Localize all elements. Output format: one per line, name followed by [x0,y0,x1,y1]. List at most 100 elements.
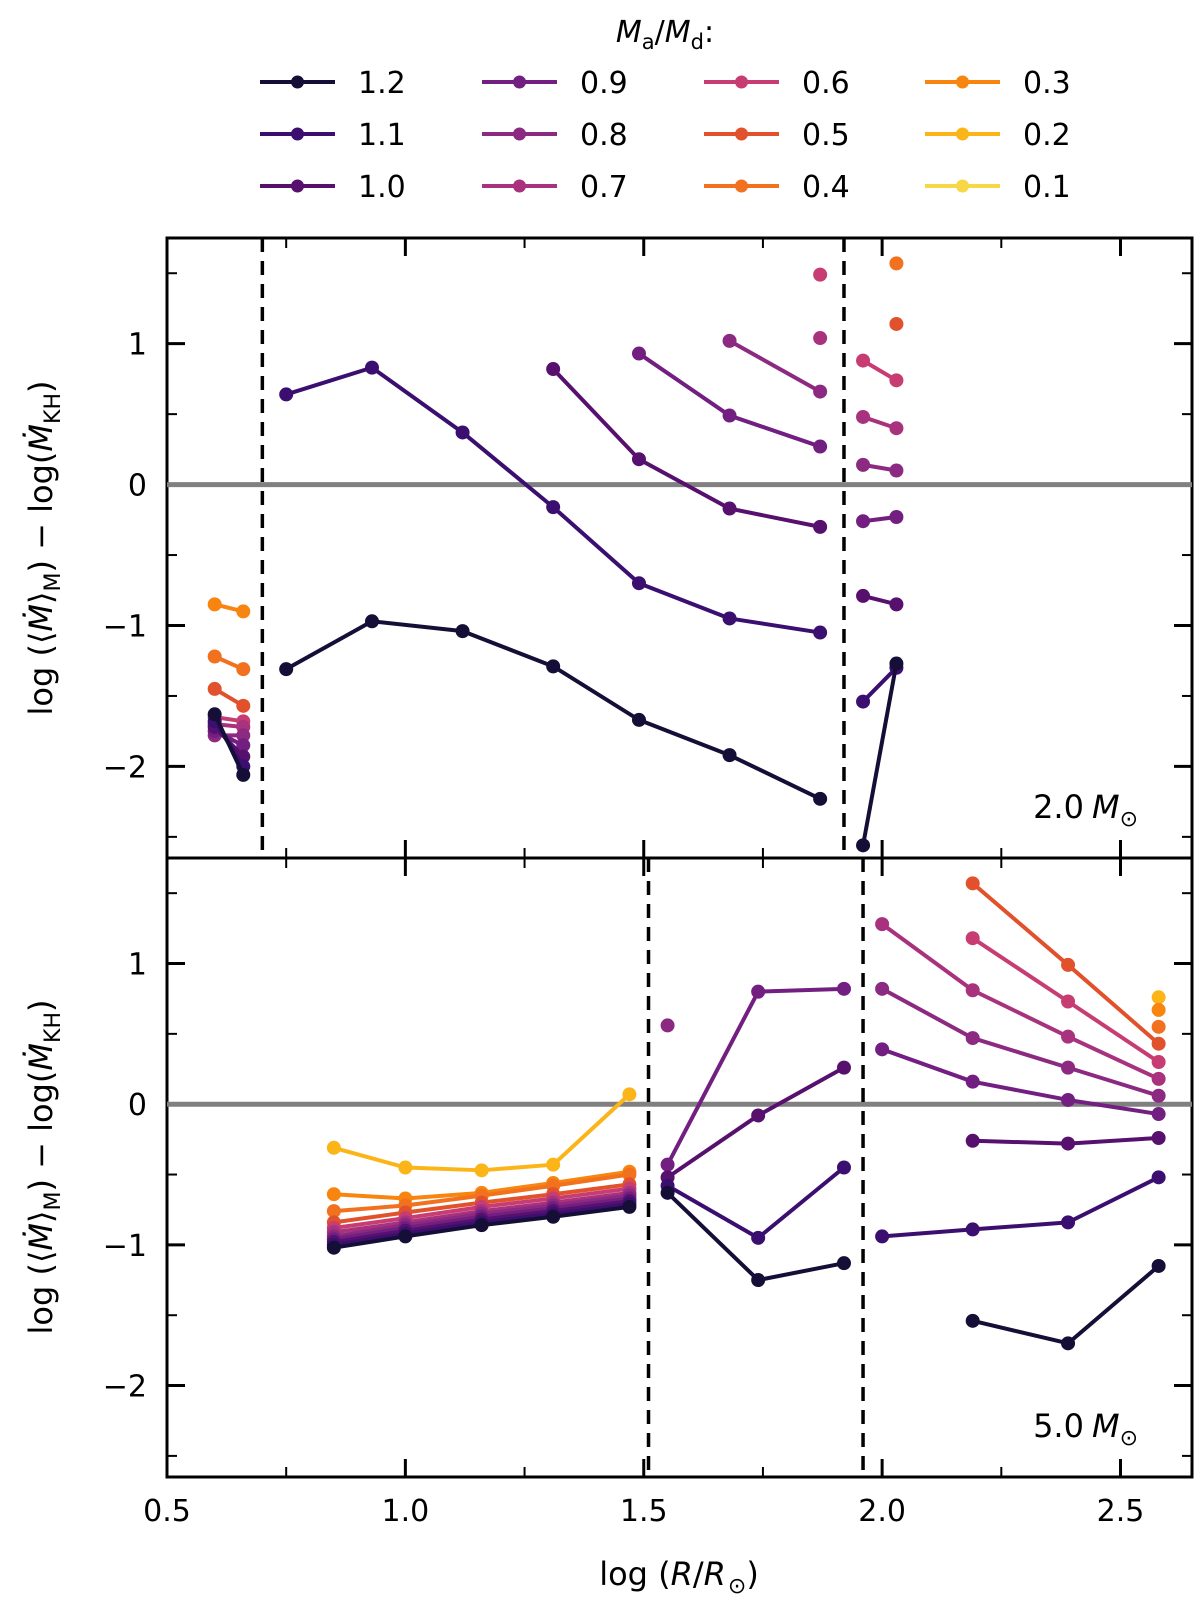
series-1_2 [856,656,904,853]
data-point [856,409,871,424]
series-0_7 [875,917,1166,1086]
data-point [236,662,251,677]
series-line [881,1175,1160,1239]
series-line [666,1165,846,1240]
y-tick-label: −2 [103,1370,147,1405]
legend-label: 0.5 [802,118,850,153]
data-point [722,748,737,763]
x-axis-label: log (R/R⊙) [599,1555,759,1599]
data-point [326,1240,341,1255]
series-line [285,619,822,801]
y-tick-label: −1 [103,1229,147,1264]
data-point [856,514,871,529]
data-point [622,1167,637,1182]
data-point [889,597,904,612]
series-line [880,922,1160,1081]
data-point [474,1163,489,1178]
data-point [875,1042,890,1057]
legend-marker [735,75,748,89]
series-1_2 [660,1185,851,1288]
legend-entry: 0.9 [482,66,628,101]
data-point [1151,1002,1166,1017]
data-point [1151,1130,1166,1145]
legend-label: 0.8 [580,118,628,153]
data-point [1061,1092,1076,1107]
series-0_4 [889,256,904,271]
legend-label: 0.7 [580,170,628,205]
series-1_1 [279,360,828,640]
data-point [1061,1215,1076,1230]
data-point [889,510,904,524]
data-point [965,1031,980,1046]
data-point [1151,1036,1166,1051]
legend-title: Ma/Md: [616,15,714,54]
series-0_5 [965,876,1166,1051]
series-1_0 [856,588,904,612]
data-point [722,611,737,626]
series-0_9 [660,981,851,1172]
series-0_4 [1151,1019,1166,1034]
data-point [207,707,222,722]
data-point [1061,957,1076,972]
data-point [660,1157,675,1172]
data-point [326,1187,341,1202]
series-0_6 [965,931,1166,1069]
x-tick-label: 2.0 [858,1494,906,1529]
data-point [875,1229,890,1244]
data-point [631,712,646,727]
series-1_2 [965,1258,1166,1351]
series-0_9 [856,510,904,529]
legend-entry: 0.6 [704,66,850,101]
data-point [836,1160,851,1175]
y-tick-label: −1 [103,610,147,645]
y-axis-label-bottom: log (⟨Ṁ⟩M) − log(ṀKH) [22,1000,66,1335]
data-point [455,425,470,440]
data-point [326,1204,341,1219]
data-point [965,983,980,998]
data-point [279,387,294,402]
data-point [889,463,904,478]
series-1_0 [965,1130,1166,1151]
data-point [1061,1336,1076,1351]
x-tick-label: 1.0 [382,1494,430,1529]
data-point [546,659,561,674]
y-axis-label-top: log (⟨Ṁ⟩M) − log(ṀKH) [22,381,66,716]
data-point [1151,1170,1166,1185]
data-point [856,588,871,603]
series-1_1 [875,1170,1166,1244]
series-1_0 [546,362,828,534]
data-point [455,624,470,639]
series-line [861,666,898,703]
data-point [722,408,737,423]
series-0_8 [660,1018,675,1033]
panel-top: −2 −1 0 1 2.0 M⊙ [103,236,1194,860]
data-point [965,1313,980,1328]
data-point [889,373,904,388]
series-0_2 [1151,990,1166,1005]
data-point [813,331,828,346]
legend-label: 0.1 [1023,170,1071,205]
legend-label: 0.6 [802,66,850,101]
series-0_7 [813,331,828,346]
legend-entry: 0.1 [925,170,1071,205]
data-point [722,501,737,516]
panel-top-annotation: 2.0 M⊙ [1033,788,1138,832]
data-point [546,362,561,377]
legend-label: 1.2 [358,66,406,101]
legend-marker [291,127,304,141]
data-point [813,384,828,399]
series-line [861,663,899,846]
series-0_3 [207,597,251,619]
data-point [965,1074,980,1089]
data-point [660,1018,675,1033]
series-0_2 [326,1087,637,1178]
series-0_7 [856,409,904,436]
data-point [207,597,222,612]
series-line [728,339,822,394]
data-point [875,917,890,932]
data-point [279,662,294,677]
legend-label: 0.9 [580,66,628,101]
panel-bottom: −2 −1 0 1 5.0 M⊙ [103,856,1194,1479]
data-point [889,421,904,436]
panel-bottom-frame [165,856,1194,1479]
